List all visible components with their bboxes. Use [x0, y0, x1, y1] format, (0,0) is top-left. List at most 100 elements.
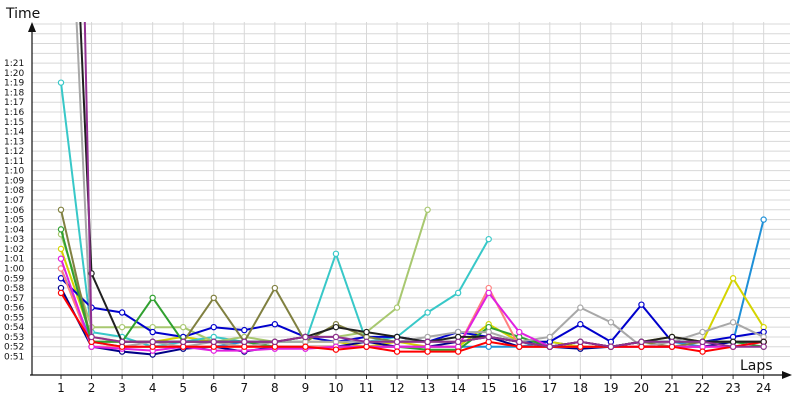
data-point	[485, 289, 492, 297]
data-point	[760, 343, 767, 350]
x-tick-label: 17	[542, 381, 557, 395]
x-tick-label: 2	[88, 381, 96, 395]
data-point	[241, 338, 248, 346]
y-tick-label: 1:03	[4, 235, 24, 245]
y-tick-label: 1:16	[4, 108, 24, 118]
x-tick-label: 9	[302, 381, 310, 395]
x-tick-label: 3	[118, 381, 126, 395]
data-point	[241, 326, 248, 334]
y-tick-label: 1:20	[4, 69, 24, 79]
x-axis-title: Laps	[740, 358, 773, 374]
data-point	[179, 338, 187, 346]
data-point	[149, 338, 156, 346]
x-tick-label: 11	[359, 381, 374, 395]
y-tick-label: 1:05	[4, 216, 24, 226]
data-point	[577, 304, 584, 311]
y-tick-label: 0:57	[4, 294, 24, 304]
data-point	[577, 321, 584, 328]
x-tick-label: 20	[634, 381, 649, 395]
x-tick-label: 16	[512, 381, 527, 395]
x-axis-arrow	[782, 371, 792, 379]
data-point	[271, 284, 279, 292]
x-tick-label: 14	[451, 381, 466, 395]
axes	[28, 22, 792, 379]
x-tick-label: 6	[210, 381, 218, 395]
data-point	[729, 319, 737, 326]
data-point	[699, 338, 706, 346]
x-tick-label: 19	[603, 381, 618, 395]
data-point	[393, 304, 401, 311]
data-point	[57, 289, 65, 297]
data-point	[57, 79, 65, 86]
data-point	[210, 294, 217, 302]
y-tick-label: 0:51	[4, 353, 24, 363]
y-tick-label: 1:21	[4, 59, 24, 69]
grid-lines	[32, 22, 790, 375]
data-point	[271, 338, 279, 346]
data-point	[485, 235, 492, 243]
y-tick-label: 1:00	[4, 264, 24, 274]
series-line	[60, 292, 764, 353]
data-point	[699, 328, 706, 336]
y-tick-label: 1:18	[4, 88, 24, 98]
y-tick-label: 0:58	[4, 284, 24, 294]
x-tick-label: 1	[57, 381, 65, 395]
data-point	[57, 245, 65, 253]
data-point	[546, 343, 554, 350]
data-point	[88, 333, 95, 341]
data-point	[607, 343, 615, 350]
data-point	[393, 338, 401, 346]
data-point	[118, 338, 126, 346]
data-point	[179, 323, 187, 331]
series-group	[57, 22, 767, 358]
data-point	[424, 348, 431, 355]
data-point	[699, 348, 706, 355]
data-point	[210, 323, 217, 331]
x-tick-label: 13	[420, 381, 435, 395]
x-tick-label: 8	[271, 381, 279, 395]
y-tick-label: 1:14	[4, 128, 24, 138]
y-tick-label: 0:53	[4, 333, 24, 343]
data-point	[424, 206, 431, 213]
y-tick-label: 1:15	[4, 118, 24, 128]
data-point	[332, 346, 340, 353]
y-tick-label: 1:10	[4, 167, 24, 177]
data-point	[363, 338, 370, 346]
data-point	[149, 328, 156, 336]
y-tick-label: 0:59	[4, 274, 24, 284]
x-tick-label: 15	[481, 381, 496, 395]
data-point	[516, 328, 523, 336]
y-tick-label: 1:12	[4, 147, 24, 157]
series-14	[83, 22, 767, 350]
data-point	[760, 216, 767, 223]
y-axis-arrow	[28, 22, 36, 32]
x-tick-label: 5	[179, 381, 187, 395]
data-point	[393, 348, 401, 355]
data-point	[516, 338, 523, 346]
x-tick-label: 21	[664, 381, 679, 395]
data-point	[57, 226, 65, 233]
data-point	[332, 323, 340, 331]
y-axis-title: Time	[5, 6, 40, 22]
data-point	[577, 338, 584, 346]
data-point	[302, 343, 309, 350]
data-point	[668, 338, 676, 346]
tick-labels: 0:510:520:530:540:550:560:570:580:591:00…	[4, 59, 771, 395]
data-point	[729, 343, 737, 350]
y-tick-label: 1:08	[4, 186, 24, 196]
data-point	[57, 206, 65, 213]
data-point	[118, 323, 126, 331]
y-tick-label: 1:07	[4, 196, 24, 206]
series-line	[83, 22, 764, 348]
y-tick-label: 1:19	[4, 79, 24, 89]
y-tick-label: 1:06	[4, 206, 24, 216]
y-tick-label: 0:55	[4, 313, 24, 323]
data-point	[424, 338, 431, 346]
x-tick-label: 4	[149, 381, 157, 395]
y-tick-label: 0:56	[4, 304, 24, 314]
data-point	[332, 333, 340, 341]
data-point	[454, 289, 462, 297]
y-tick-label: 1:11	[4, 157, 24, 167]
x-tick-label: 23	[725, 381, 740, 395]
data-point	[332, 250, 340, 258]
